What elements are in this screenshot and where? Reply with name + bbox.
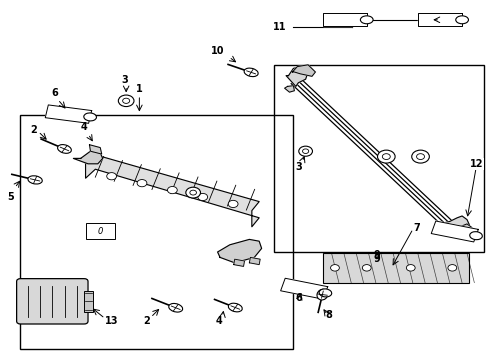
Polygon shape	[73, 151, 102, 164]
Text: 12: 12	[469, 159, 483, 169]
Text: 4: 4	[81, 122, 87, 132]
Text: 4: 4	[215, 316, 222, 326]
Circle shape	[406, 265, 414, 271]
Polygon shape	[459, 224, 471, 232]
Circle shape	[228, 200, 238, 207]
Text: 5: 5	[7, 192, 14, 202]
Bar	[84, 291, 93, 312]
Circle shape	[189, 190, 196, 195]
Circle shape	[382, 154, 389, 159]
Ellipse shape	[83, 113, 96, 121]
Ellipse shape	[168, 303, 182, 312]
Text: 9: 9	[372, 250, 379, 260]
Ellipse shape	[469, 232, 481, 240]
Polygon shape	[217, 239, 261, 263]
Ellipse shape	[455, 16, 468, 24]
Polygon shape	[430, 221, 477, 242]
Circle shape	[106, 173, 116, 180]
Text: 1: 1	[136, 84, 142, 94]
Polygon shape	[322, 13, 366, 26]
Polygon shape	[285, 67, 307, 86]
Polygon shape	[249, 257, 260, 265]
Ellipse shape	[360, 16, 372, 24]
Text: 3: 3	[294, 162, 301, 172]
Polygon shape	[442, 216, 468, 230]
FancyBboxPatch shape	[17, 279, 88, 324]
Bar	[273, 65, 483, 252]
Polygon shape	[45, 105, 91, 123]
Circle shape	[330, 265, 339, 271]
Polygon shape	[280, 278, 327, 299]
Text: 6: 6	[51, 88, 58, 98]
Ellipse shape	[58, 145, 71, 153]
Polygon shape	[85, 155, 259, 227]
Bar	[85, 223, 115, 239]
Circle shape	[122, 98, 129, 103]
Circle shape	[447, 265, 456, 271]
Ellipse shape	[228, 303, 242, 312]
Circle shape	[185, 187, 200, 198]
Circle shape	[118, 95, 134, 107]
Polygon shape	[292, 65, 315, 76]
Bar	[322, 253, 468, 283]
Text: 8: 8	[325, 310, 331, 320]
Ellipse shape	[316, 289, 327, 300]
Bar	[20, 115, 293, 349]
Polygon shape	[233, 259, 244, 266]
Ellipse shape	[244, 68, 258, 77]
Circle shape	[137, 180, 146, 187]
Circle shape	[362, 265, 370, 271]
Text: 0: 0	[98, 227, 102, 236]
Circle shape	[167, 186, 177, 194]
Ellipse shape	[28, 176, 42, 184]
Text: 6: 6	[294, 293, 301, 303]
Text: 9: 9	[372, 254, 379, 264]
Circle shape	[416, 154, 424, 159]
Circle shape	[302, 149, 308, 153]
Text: 3: 3	[121, 75, 128, 85]
Text: 2: 2	[30, 125, 37, 135]
Circle shape	[298, 146, 312, 156]
Text: 7: 7	[412, 222, 419, 233]
Polygon shape	[89, 145, 102, 154]
Ellipse shape	[319, 289, 331, 297]
Text: 13: 13	[105, 316, 119, 326]
Polygon shape	[284, 86, 294, 92]
Text: 2: 2	[143, 316, 150, 326]
Text: 10: 10	[210, 46, 224, 56]
Circle shape	[377, 150, 394, 163]
Circle shape	[411, 150, 428, 163]
Circle shape	[198, 193, 207, 201]
Text: 11: 11	[272, 22, 285, 32]
Polygon shape	[417, 13, 461, 26]
